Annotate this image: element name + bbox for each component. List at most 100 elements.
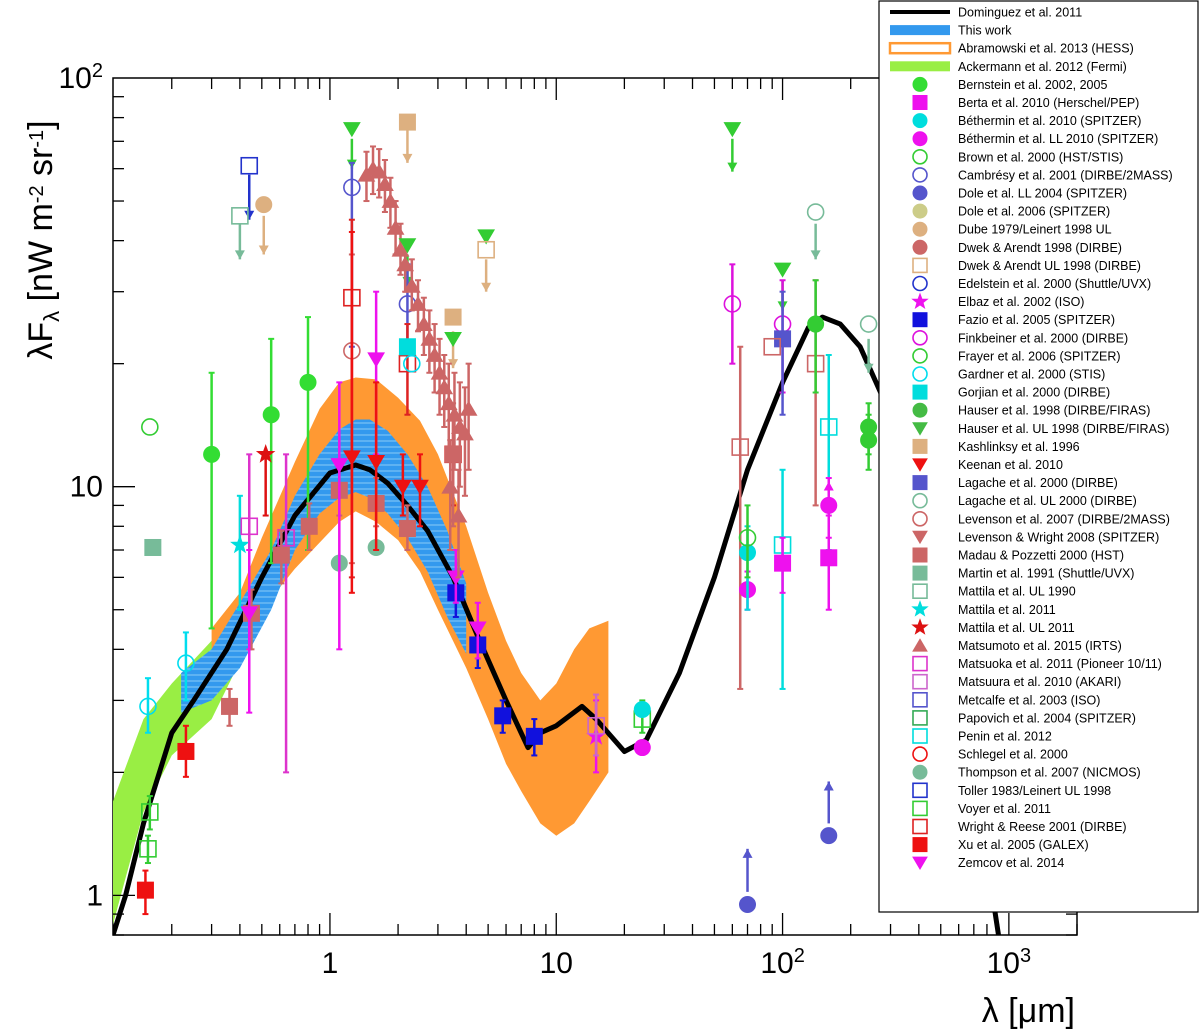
- data-point: [402, 277, 421, 293]
- data-point: [398, 238, 417, 254]
- limit-arrow-head: [810, 250, 821, 260]
- data-point: [203, 445, 221, 463]
- legend-label: Toller 1983/Leinert UL 1998: [958, 784, 1111, 798]
- legend-label: Béthermin et al. LL 2010 (SPITZER): [958, 132, 1158, 146]
- legend-label: Lagache et al. UL 2000 (DIRBE): [958, 494, 1137, 508]
- x-tick-label: 10: [540, 947, 573, 980]
- legend-entry: Frayer et al. 2006 (SPITZER): [912, 348, 1121, 364]
- legend-swatch-marker: [912, 458, 928, 472]
- legend-label: Dole et al. 2006 (SPITZER): [958, 205, 1110, 219]
- data-point: [398, 113, 416, 131]
- legend-swatch-marker: [912, 583, 928, 600]
- limit-arrow-head: [823, 781, 834, 791]
- legend-swatch-marker: [912, 475, 928, 491]
- legend-label: Berta et al. 2010 (Herschel/PEP): [958, 96, 1139, 110]
- legend-label: Kashlinksy et al. 1996: [958, 440, 1080, 454]
- data-point: [444, 308, 462, 326]
- y-axis-title-part: -2: [26, 185, 48, 203]
- data-point: [177, 742, 195, 760]
- legend-swatch-marker: [912, 782, 928, 799]
- legend-swatch-marker: [912, 638, 928, 652]
- legend-entry: Ackermann et al. 2012 (Fermi): [890, 60, 1127, 74]
- data-point: [587, 716, 605, 735]
- limit-arrow-head: [481, 282, 492, 292]
- legend-entry: Berta et al. 2010 (Herschel/PEP): [912, 95, 1139, 110]
- legend-entry: Hauser et al. 1998 (DIRBE/FIRAS): [912, 402, 1150, 418]
- legend-swatch-band: [890, 25, 950, 36]
- data-point: [477, 229, 496, 245]
- legend-label: Finkbeiner et al. 2000 (DIRBE): [958, 331, 1128, 345]
- legend-swatch-marker: [912, 746, 928, 762]
- data-point: [774, 554, 792, 572]
- legend-label: Dominguez et al. 2011: [958, 6, 1082, 20]
- legend-swatch-marker: [912, 710, 928, 726]
- data-point: [240, 156, 259, 175]
- data-point: [468, 621, 487, 637]
- y-axis-title-part: ]: [22, 120, 60, 129]
- x-axis-title: λ [μm]: [982, 992, 1075, 1030]
- legend-label: Dwek & Arendt 1998 (DIRBE): [958, 241, 1122, 255]
- data-point: [477, 240, 495, 259]
- data-point: [139, 840, 157, 858]
- data-point: [414, 315, 433, 331]
- legend-label: Edelstein et al. 2000 (Shuttle/UVX): [958, 277, 1151, 291]
- legend-label: Penin et al. 2012: [958, 730, 1052, 744]
- legend-label: Zemcov et al. 2014: [958, 856, 1064, 870]
- legend-entry: Dominguez et al. 2011: [890, 6, 1082, 20]
- legend-label: Mattila et al. UL 2011: [958, 621, 1075, 635]
- legend-swatch-marker: [912, 113, 928, 129]
- legend-swatch-marker: [912, 167, 928, 183]
- data-point: [231, 207, 249, 225]
- legend-swatch-marker: [912, 203, 928, 219]
- legend-swatch-marker: [912, 547, 928, 563]
- legend-label: Mattila et al. UL 1990: [958, 585, 1076, 599]
- legend-label: Xu et al. 2005 (GALEX): [958, 838, 1089, 852]
- legend-entry: Lagache et al. UL 2000 (DIRBE): [912, 492, 1137, 509]
- legend-entry: Dwek & Arendt UL 1998 (DIRBE): [912, 257, 1141, 274]
- data-point: [343, 122, 361, 138]
- legend-swatch-marker: [912, 818, 928, 835]
- legend-swatch-marker: [912, 673, 928, 690]
- data-point: [731, 438, 750, 456]
- legend-entry: This work: [890, 24, 1012, 38]
- y-tick-label: 10: [70, 471, 103, 504]
- legend-swatch-marker: [912, 221, 928, 237]
- legend-entry: Gorjian et al. 2000 (DIRBE): [912, 384, 1110, 400]
- legend-label: Voyer et al. 2011: [958, 802, 1051, 816]
- legend-swatch-band: [890, 61, 950, 72]
- legend-entry: Matsumoto et al. 2015 (IRTS): [912, 638, 1122, 653]
- data-point: [633, 739, 651, 757]
- legend-swatch-marker: [912, 384, 928, 400]
- legend-label: Elbaz et al. 2002 (ISO): [958, 295, 1084, 309]
- legend-swatch-marker: [912, 185, 928, 201]
- legend-entry: Dole et al. LL 2004 (SPITZER): [912, 185, 1127, 201]
- legend-entry: Kashlinksy et al. 1996: [912, 438, 1080, 454]
- legend-label: Mattila et al. 2011: [958, 603, 1056, 617]
- data-point: [820, 827, 838, 845]
- legend-swatch-marker: [912, 239, 928, 255]
- data-point: [449, 507, 468, 523]
- legend-entry: Xu et al. 2005 (GALEX): [912, 837, 1089, 853]
- legend-label: This work: [958, 24, 1012, 38]
- legend-entry: Metcalfe et al. 2003 (ISO): [912, 691, 1100, 708]
- legend-swatch-marker: [912, 312, 928, 328]
- data-point: [343, 178, 361, 197]
- y-tick-label: 102: [59, 60, 104, 95]
- data-point: [859, 315, 878, 333]
- legend-entry: Edelstein et al. 2000 (Shuttle/UVX): [912, 275, 1151, 292]
- data-point: [177, 654, 195, 672]
- data-point: [444, 331, 462, 348]
- data-point: [141, 803, 159, 821]
- legend-label: Papovich et al. 2004 (SPITZER): [958, 711, 1136, 725]
- legend-label: Brown et al. 2000 (HST/STIS): [958, 150, 1123, 164]
- axis-ticks: 1 10 102 1 10 102 103: [59, 60, 1078, 980]
- legend-label: Cambrésy et al. 2001 (DIRBE/2MASS): [958, 168, 1173, 182]
- data-point: [370, 163, 389, 179]
- legend-entry: Levenson et al. 2007 (DIRBE/2MASS): [912, 510, 1170, 527]
- legend-entry: Lagache et al. 2000 (DIRBE): [912, 475, 1118, 491]
- legend-entry: Madau & Pozzetti 2000 (HST): [912, 547, 1124, 563]
- data-point: [277, 528, 295, 547]
- data-point: [398, 354, 417, 373]
- data-point: [367, 454, 386, 471]
- y-axis-title-part: -1: [26, 130, 48, 148]
